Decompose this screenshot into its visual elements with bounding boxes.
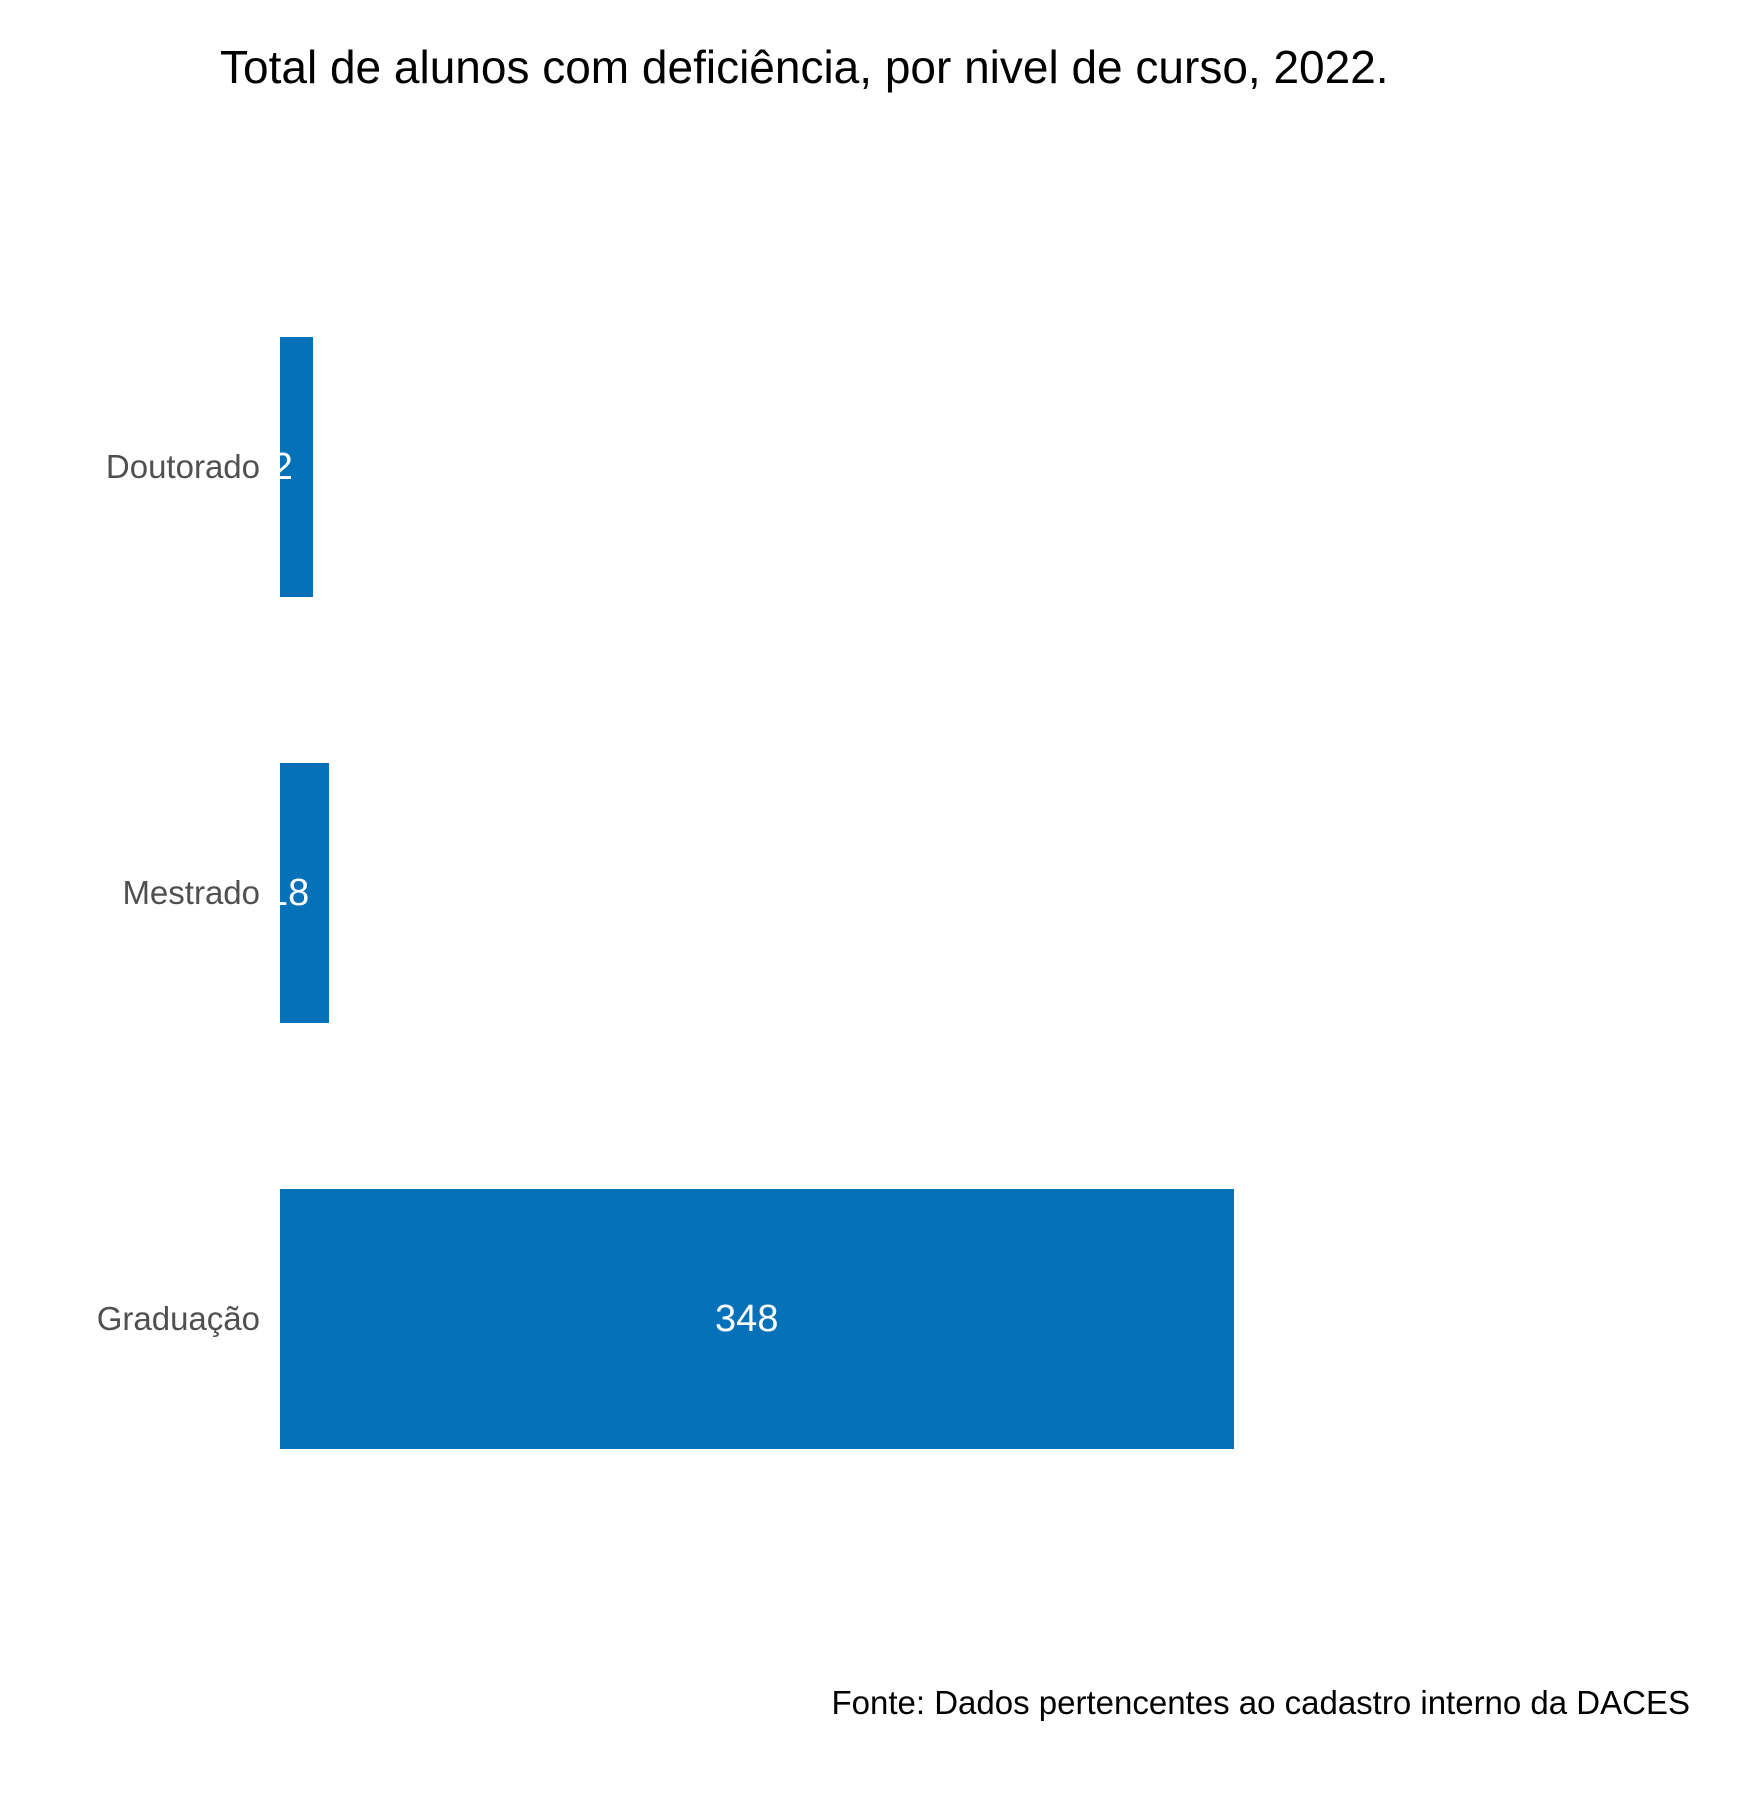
category-label-mestrado: Mestrado xyxy=(60,874,260,912)
bar-row-doutorado: Doutorado 12 xyxy=(280,254,1590,680)
bar-mestrado: 18 xyxy=(280,763,329,1023)
bar-graduacao: 348 xyxy=(280,1189,1234,1449)
source-text: Fonte: Dados pertencentes ao cadastro in… xyxy=(832,1684,1691,1722)
chart-area: Doutorado 12 Mestrado 18 Graduação 348 xyxy=(280,254,1590,1534)
category-label-doutorado: Doutorado xyxy=(60,448,260,486)
category-label-graduacao: Graduação xyxy=(60,1300,260,1338)
chart-title: Total de alunos com deficiência, por niv… xyxy=(220,40,1690,94)
bar-row-graduacao: Graduação 348 xyxy=(280,1106,1590,1532)
bar-value-graduacao: 348 xyxy=(715,1298,778,1341)
bar-doutorado: 12 xyxy=(280,337,313,597)
bar-row-mestrado: Mestrado 18 xyxy=(280,680,1590,1106)
chart-container: Total de alunos com deficiência, por niv… xyxy=(0,0,1750,1802)
bar-value-mestrado: 18 xyxy=(267,872,309,915)
